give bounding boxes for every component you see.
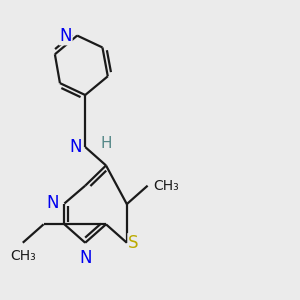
Text: N: N [79,249,92,267]
Text: CH₃: CH₃ [153,179,179,193]
Text: N: N [69,138,82,156]
Text: S: S [128,234,139,252]
Text: N: N [59,27,72,45]
Text: N: N [46,194,59,212]
Text: H: H [101,136,112,151]
Text: CH₃: CH₃ [10,249,36,263]
